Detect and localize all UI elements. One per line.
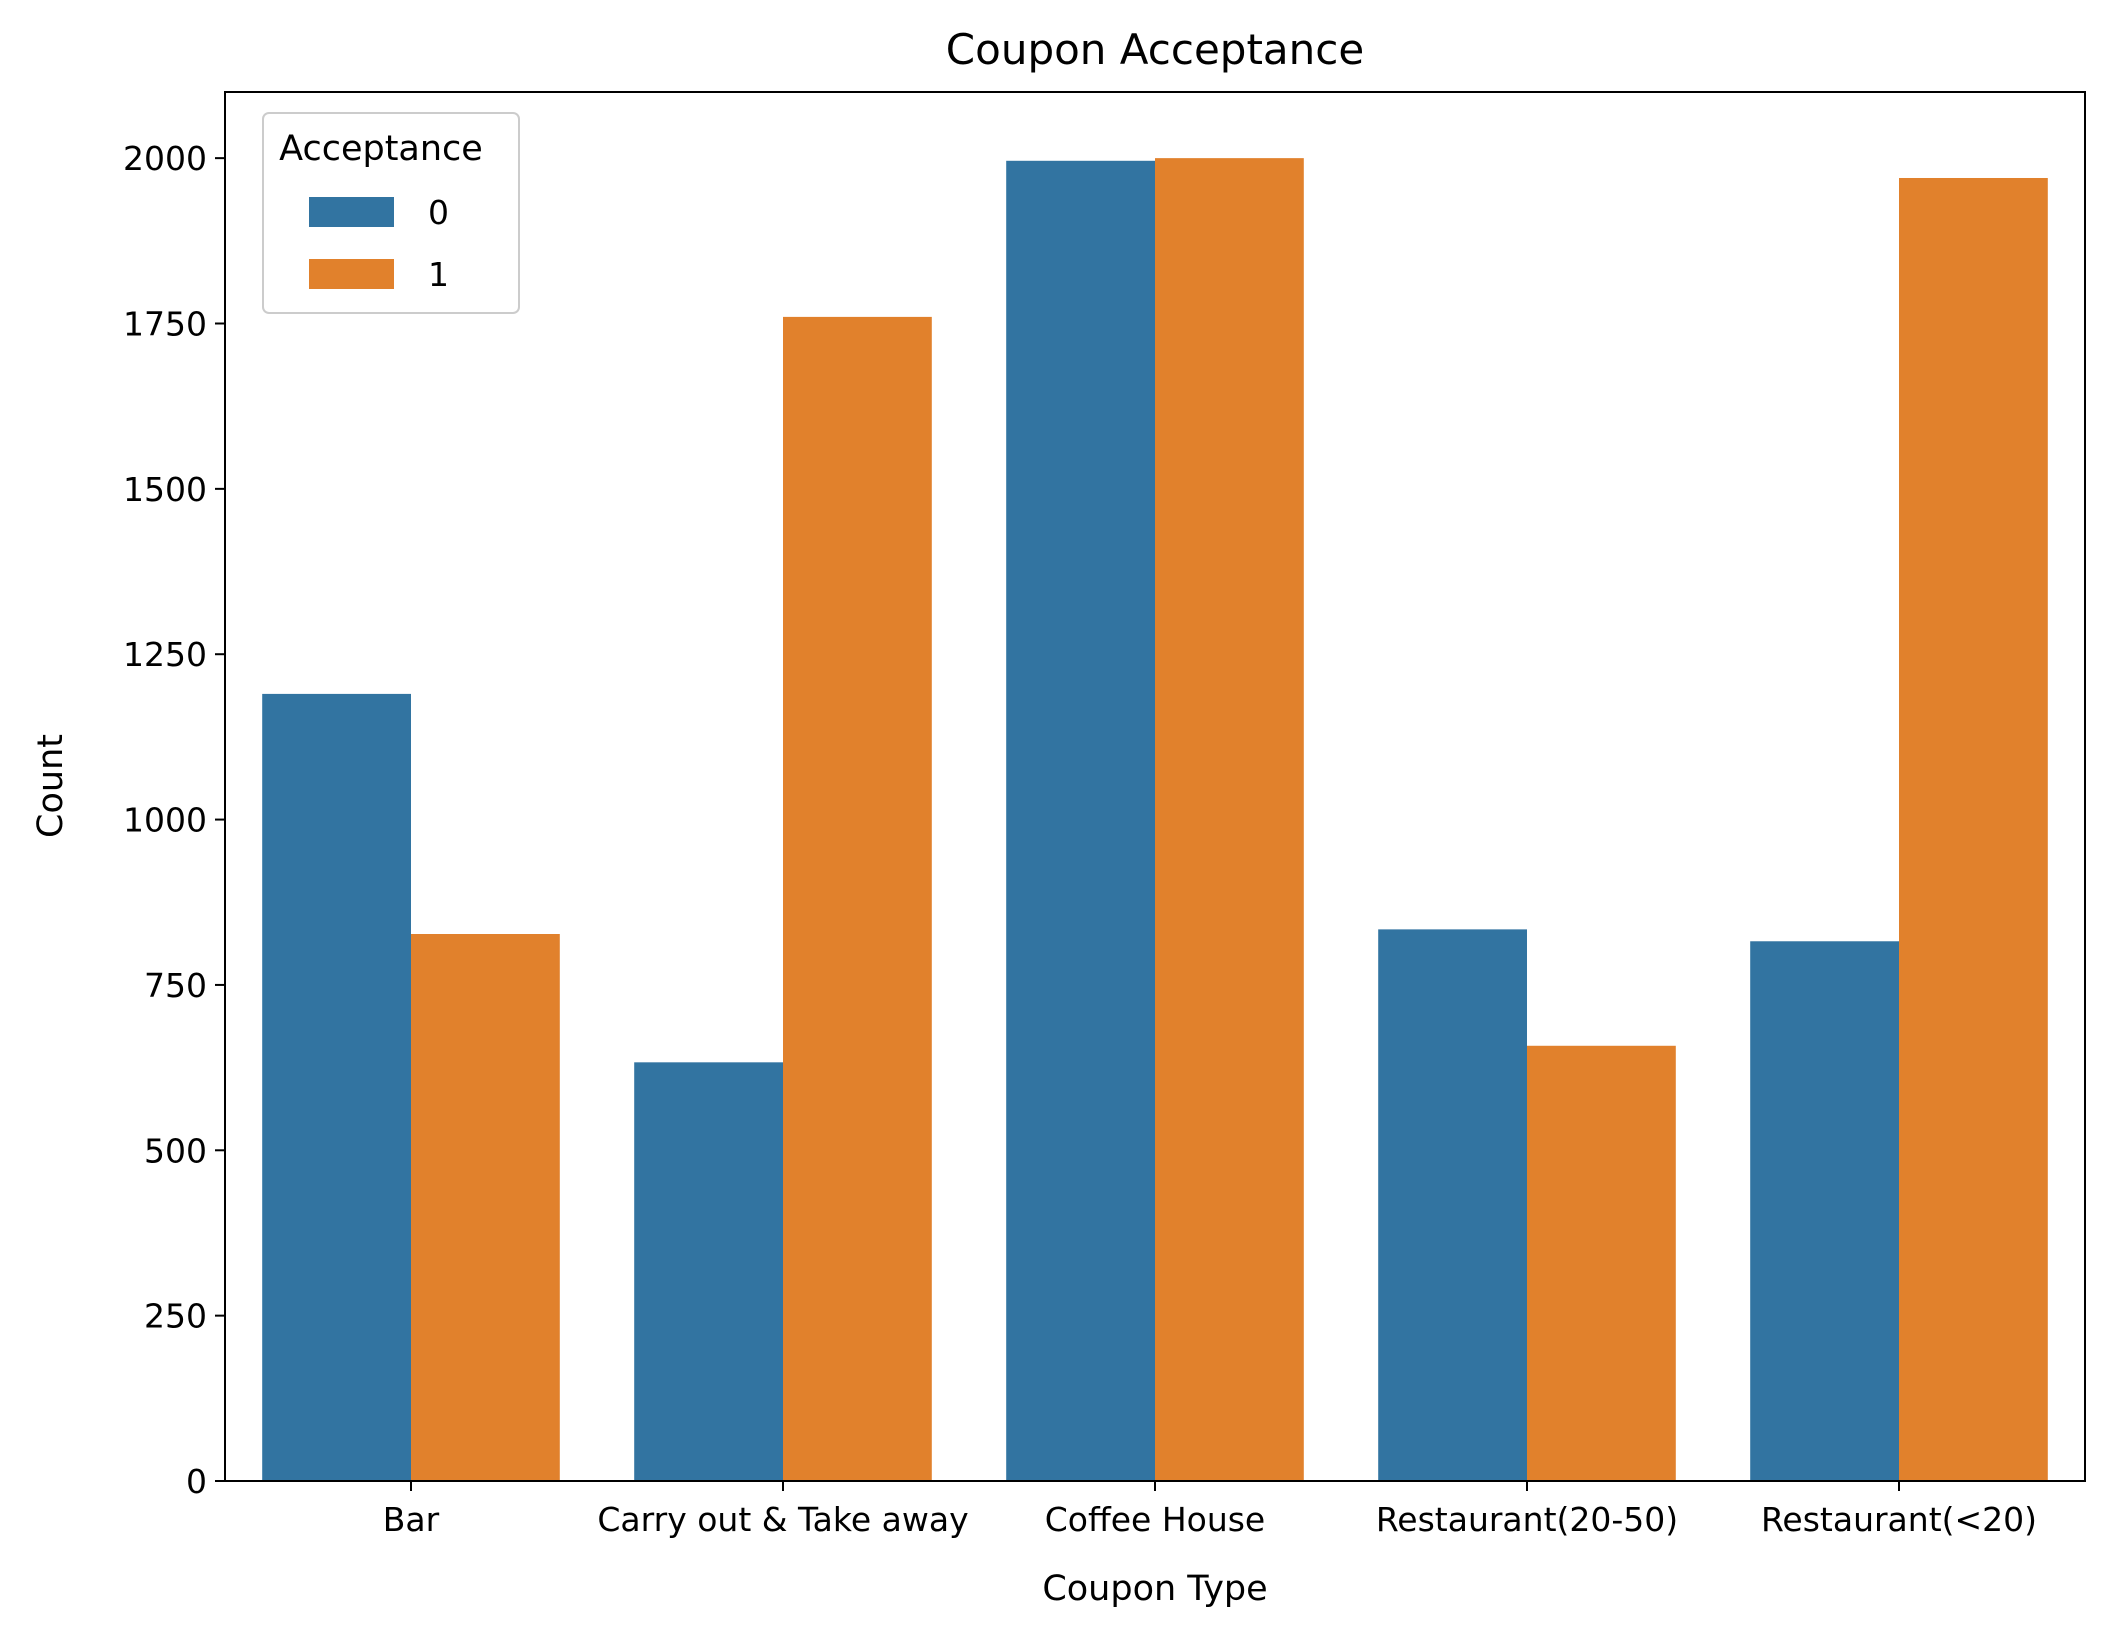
x-axis: Bar Carry out & Take away Coffee House Rest… [383, 1481, 2037, 1539]
bar-2-series-0 [1006, 160, 1155, 1481]
y-tick-label-7: 1750 [123, 305, 207, 344]
x-tick-label-0: Bar [383, 1500, 440, 1539]
legend-swatch-0 [309, 197, 394, 227]
bar-3-series-0 [1378, 929, 1527, 1481]
bar-2-series-1 [1155, 158, 1304, 1481]
bar-1-series-1 [783, 316, 932, 1481]
x-tick-label-1: Carry out & Take away [597, 1500, 968, 1539]
legend-label-1: 1 [428, 255, 449, 294]
bars-group [262, 158, 2048, 1482]
legend-swatch-1 [309, 259, 394, 289]
x-tick-label-4: Restaurant(<20) [1761, 1500, 2037, 1539]
y-tick-label-0: 0 [186, 1462, 207, 1501]
y-axis-label: Count [31, 734, 71, 838]
y-tick-label-4: 1000 [123, 801, 207, 840]
bar-0-series-1 [411, 934, 560, 1481]
x-tick-label-2: Coffee House [1045, 1500, 1265, 1539]
x-tick-label-3: Restaurant(20-50) [1376, 1500, 1678, 1539]
bar-3-series-1 [1527, 1045, 1676, 1481]
legend-label-0: 0 [428, 193, 449, 232]
legend: Acceptance 0 1 [262, 112, 520, 314]
chart-title: Coupon Acceptance [946, 25, 1364, 74]
y-tick-label-8: 2000 [123, 139, 207, 178]
y-axis: 0 250 500 750 1000 1250 1500 1750 2000 [123, 139, 225, 1501]
y-tick-label-6: 1500 [123, 470, 207, 509]
y-tick-label-5: 1250 [123, 635, 207, 674]
legend-title: Acceptance [279, 129, 483, 169]
bar-1-series-0 [634, 1062, 783, 1481]
bar-0-series-0 [262, 693, 411, 1481]
y-tick-label-3: 750 [144, 966, 207, 1005]
y-tick-label-2: 500 [144, 1131, 207, 1170]
x-axis-label: Coupon Type [1042, 1569, 1267, 1609]
y-tick-label-1: 250 [144, 1297, 207, 1336]
bar-4-series-1 [1899, 177, 2048, 1482]
bar-4-series-0 [1750, 941, 1899, 1481]
